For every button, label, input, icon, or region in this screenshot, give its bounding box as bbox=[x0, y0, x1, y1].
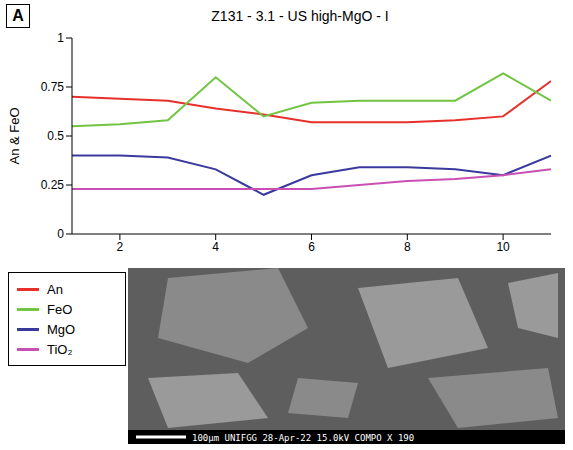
svg-text:6: 6 bbox=[308, 240, 315, 254]
svg-text:An & FeO: An & FeO bbox=[7, 107, 22, 164]
svg-text:10: 10 bbox=[496, 240, 510, 254]
svg-text:0.75: 0.75 bbox=[41, 80, 65, 94]
svg-text:4: 4 bbox=[212, 240, 219, 254]
svg-text:0: 0 bbox=[57, 227, 64, 241]
svg-text:0.5: 0.5 bbox=[47, 129, 64, 143]
html-text:FeO: FeO bbox=[47, 301, 73, 317]
svg-text:0.25: 0.25 bbox=[41, 178, 65, 192]
html-text:Z131 - 3.1 - US high-MgO - I: Z131 - 3.1 - US high-MgO - I bbox=[211, 8, 389, 24]
svg-text:2: 2 bbox=[117, 240, 124, 254]
html-text:An: An bbox=[47, 281, 63, 297]
html-text:TiO₂: TiO₂ bbox=[47, 341, 73, 357]
svg-text:8: 8 bbox=[404, 240, 411, 254]
svg-text:1: 1 bbox=[57, 31, 64, 45]
html-text:A: A bbox=[12, 7, 24, 24]
html-text:MgO: MgO bbox=[47, 321, 76, 337]
svg-text:100µm UNIFGG 28-Apr-22 15.0: 100µm UNIFGG 28-Apr-22 15.0kV COMPO X 19… bbox=[192, 433, 414, 443]
